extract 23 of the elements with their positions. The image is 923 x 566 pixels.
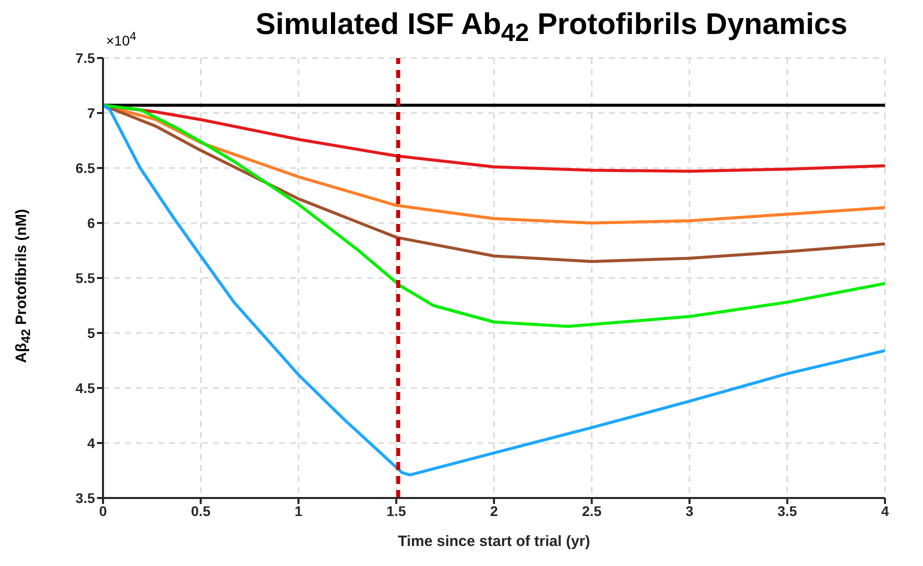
x-tick-label: 0.5 bbox=[191, 502, 211, 519]
x-tick-label: 1 bbox=[294, 502, 303, 519]
y-tick-label: 3.5 bbox=[76, 490, 96, 506]
y-tick-label: 6.5 bbox=[76, 160, 96, 176]
text: ×10$^{4}$ bbox=[106, 30, 136, 49]
y-tick-label: 4.5 bbox=[76, 380, 96, 396]
y-tick-label: 6 bbox=[87, 214, 96, 231]
chart-title: Simulated ISF Ab$_{42}$ Protofibrils Dynamics bbox=[254, 8, 848, 48]
y-tick-label: 5 bbox=[87, 324, 96, 341]
x-tick-label: 2.5 bbox=[582, 502, 602, 519]
x-axis-title: Time since start of trial (yr) bbox=[398, 533, 590, 550]
x-tick-label: 2 bbox=[490, 502, 498, 519]
x-tick-label: 0 bbox=[99, 502, 108, 519]
line-series bbox=[103, 104, 885, 328]
x-tick-label: 3 bbox=[686, 502, 694, 519]
y-tick-label: 7.5 bbox=[76, 50, 96, 66]
y-tick-label: 7 bbox=[87, 104, 96, 121]
line-series bbox=[103, 104, 885, 476]
y-tick-label: 4 bbox=[87, 434, 96, 451]
x-tick-label: 1.5 bbox=[386, 502, 406, 519]
x-tick-label: 4 bbox=[881, 502, 890, 519]
x-tick-label: 3.5 bbox=[778, 502, 798, 519]
y-tick-label: 5.5 bbox=[76, 270, 96, 286]
